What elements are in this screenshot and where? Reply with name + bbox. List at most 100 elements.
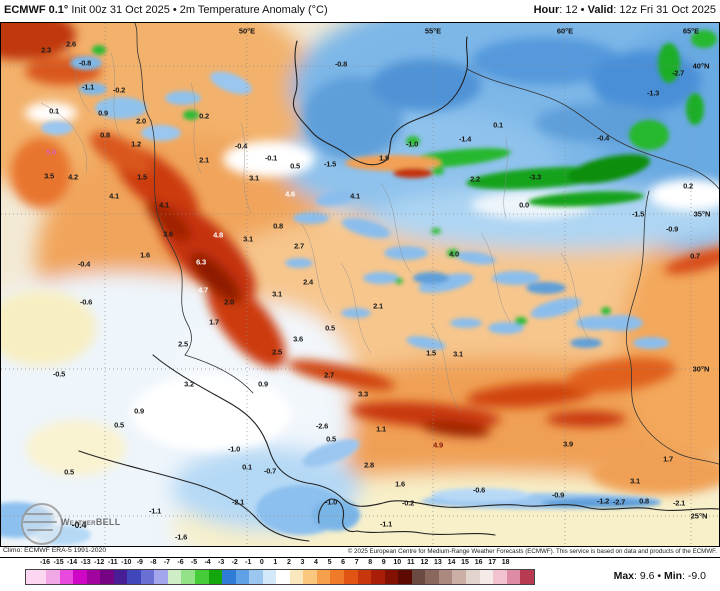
colorbar-tick-label: 18 bbox=[501, 559, 510, 566]
anomaly-value-label: 4.7 bbox=[198, 285, 208, 295]
anomaly-value-label: 2.2 bbox=[470, 174, 480, 184]
anomaly-value-label: 0.2 bbox=[683, 181, 693, 191]
anomaly-value-label: 4.1 bbox=[159, 200, 169, 210]
anomaly-value-label: -0.4 bbox=[77, 259, 91, 269]
anomaly-value-label: 2.0 bbox=[224, 297, 234, 307]
anomaly-value-label: 2.7 bbox=[294, 241, 304, 251]
valid-value: : 12z Fri 31 Oct 2025 bbox=[613, 4, 716, 16]
weatherbell-logo: WeatherBELL bbox=[15, 501, 145, 545]
anomaly-value-label: -2.1 bbox=[672, 498, 686, 508]
anomaly-value-label: 4.6 bbox=[285, 189, 295, 199]
colorbar-tick-label: -6 bbox=[177, 559, 184, 566]
globe-streak-icon bbox=[25, 513, 53, 515]
colorbar-tick-label: 10 bbox=[393, 559, 402, 566]
logo-text: WeatherBELL bbox=[61, 517, 121, 527]
anomaly-value-label: -1.3 bbox=[646, 88, 660, 98]
anomaly-value-label: 1.6 bbox=[395, 479, 405, 489]
colorbar-cell bbox=[26, 570, 46, 584]
colorbar-tick-label: 3 bbox=[300, 559, 305, 566]
colorbar-cell bbox=[493, 570, 507, 584]
coastlines bbox=[78, 36, 719, 542]
anomaly-value-label: -2.7 bbox=[671, 68, 685, 78]
colorbar-tick-label: 1 bbox=[273, 559, 278, 566]
colorbar-cell bbox=[452, 570, 466, 584]
anomaly-value-label: 0.9 bbox=[98, 108, 108, 118]
anomaly-value-label: 3.1 bbox=[453, 349, 463, 359]
colorbar-cell bbox=[235, 570, 250, 584]
longitude-label: 65°E bbox=[682, 26, 700, 36]
model-name: ECMWF 0.1° bbox=[4, 4, 69, 16]
colorbar-cell bbox=[289, 570, 304, 584]
colorbar-tick-label: -11 bbox=[107, 559, 118, 566]
anomaly-value-label: 1.2 bbox=[131, 139, 141, 149]
colorbar-tick-label: -5 bbox=[190, 559, 198, 566]
colorbar-cell bbox=[357, 570, 372, 584]
anomaly-value-label: -0.9 bbox=[551, 490, 565, 500]
min-value: : -9.0 bbox=[682, 570, 706, 582]
anomaly-value-label: 3.1 bbox=[249, 173, 259, 183]
anomaly-value-label: -0.6 bbox=[79, 297, 93, 307]
anomaly-value-label: 2.7 bbox=[324, 370, 334, 380]
map-label-overlay: 2.3 2.6 -0.8 -1.1 -0.2 0.1 0.9 2.0 0.2 0.8 1.2 5.8 2… bbox=[1, 23, 719, 546]
graticule bbox=[1, 23, 719, 546]
colorbar-cell bbox=[465, 570, 480, 584]
hour-label: Hour bbox=[533, 4, 560, 16]
colorbar-cell bbox=[316, 570, 331, 584]
colorbar-tick-label: 6 bbox=[341, 559, 346, 566]
colorbar-tick-label: -13 bbox=[80, 559, 91, 566]
anomaly-value-label: 1.9 bbox=[379, 153, 389, 163]
anomaly-value-label: -0.6 bbox=[472, 485, 486, 495]
anomaly-value-label: 4.1 bbox=[350, 191, 360, 201]
anomaly-value-label: -0.4 bbox=[234, 141, 248, 151]
anomaly-value-label: -0.4 bbox=[71, 520, 87, 530]
colorbar-cell bbox=[154, 570, 168, 584]
anomaly-value-label: 2.6 bbox=[66, 39, 76, 49]
colorbar-tick-label: -16 bbox=[39, 559, 51, 566]
anomaly-value-label: -2.6 bbox=[315, 421, 329, 431]
anomaly-value-label: 3.5 bbox=[44, 171, 54, 181]
anomaly-value-label: 2.0 bbox=[136, 116, 146, 126]
anomaly-value-label: 0.5 bbox=[64, 467, 74, 477]
anomaly-value-label: -0.2 bbox=[112, 85, 126, 95]
colorbar-cell bbox=[208, 570, 223, 584]
colorbar-tick-label: 0 bbox=[259, 559, 264, 566]
anomaly-value-label: -1.1 bbox=[379, 519, 393, 529]
anomaly-value-label: -3.3 bbox=[528, 172, 542, 182]
anomaly-value-label: 0.5 bbox=[325, 323, 335, 333]
colorbar-tick-label: -2 bbox=[231, 559, 238, 566]
colorbar-tick-label: 9 bbox=[381, 559, 386, 566]
colorbar-cell bbox=[222, 570, 236, 584]
colorbar-cell bbox=[438, 570, 453, 584]
anomaly-value-label: 1.1 bbox=[376, 424, 386, 434]
colorbar-cell bbox=[303, 570, 317, 584]
anomaly-value-label: 3.6 bbox=[293, 334, 303, 344]
anomaly-value-label: 3.9 bbox=[563, 439, 573, 449]
colorbar-cell bbox=[330, 570, 345, 584]
anomaly-value-label: 1.7 bbox=[209, 317, 219, 327]
attribution-row: Climo: ECMWF ERA-5 1991-2020 © 2025 Euro… bbox=[0, 547, 720, 558]
colorbar-cell bbox=[100, 570, 114, 584]
colorbar-tick-label: 15 bbox=[461, 559, 469, 566]
colorbar-tick-label: -1 bbox=[245, 559, 252, 566]
colorbar-cell bbox=[371, 570, 385, 584]
colorbar-cell bbox=[425, 570, 439, 584]
anomaly-value-label: 0.0 bbox=[519, 200, 529, 210]
colorbar-cell bbox=[520, 570, 534, 584]
anomaly-value-label: 1.6 bbox=[140, 250, 150, 260]
colorbar-tick-label: 11 bbox=[407, 559, 415, 566]
colorbar-cell bbox=[46, 570, 60, 584]
anomaly-value-label: 2.5 bbox=[272, 347, 282, 357]
colorbar-tick-label: 17 bbox=[488, 559, 497, 566]
anomaly-value-label: -1.0 bbox=[324, 497, 338, 507]
copyright-note: © 2025 European Centre for Medium-Range … bbox=[347, 548, 717, 555]
colorbar-cell bbox=[181, 570, 196, 584]
colorbar: -16 -15 -14 -13 -12 -11 -10 -9 -8 -7 -6 -5 -4 -3 -2 -1 0… bbox=[0, 558, 720, 588]
colorbar-cell bbox=[398, 570, 412, 584]
max-label: Max bbox=[613, 570, 635, 582]
colorbar-tick-label: 14 bbox=[447, 559, 456, 566]
extrema-readout: Max: 9.6 • Min: -9.0 bbox=[614, 570, 706, 582]
anomaly-value-label: -0.8 bbox=[334, 59, 348, 69]
anomaly-value-label: 3.3 bbox=[358, 389, 368, 399]
colorbar-tick-label: -7 bbox=[163, 559, 171, 566]
anomaly-value-label: 0.9 bbox=[258, 379, 268, 389]
